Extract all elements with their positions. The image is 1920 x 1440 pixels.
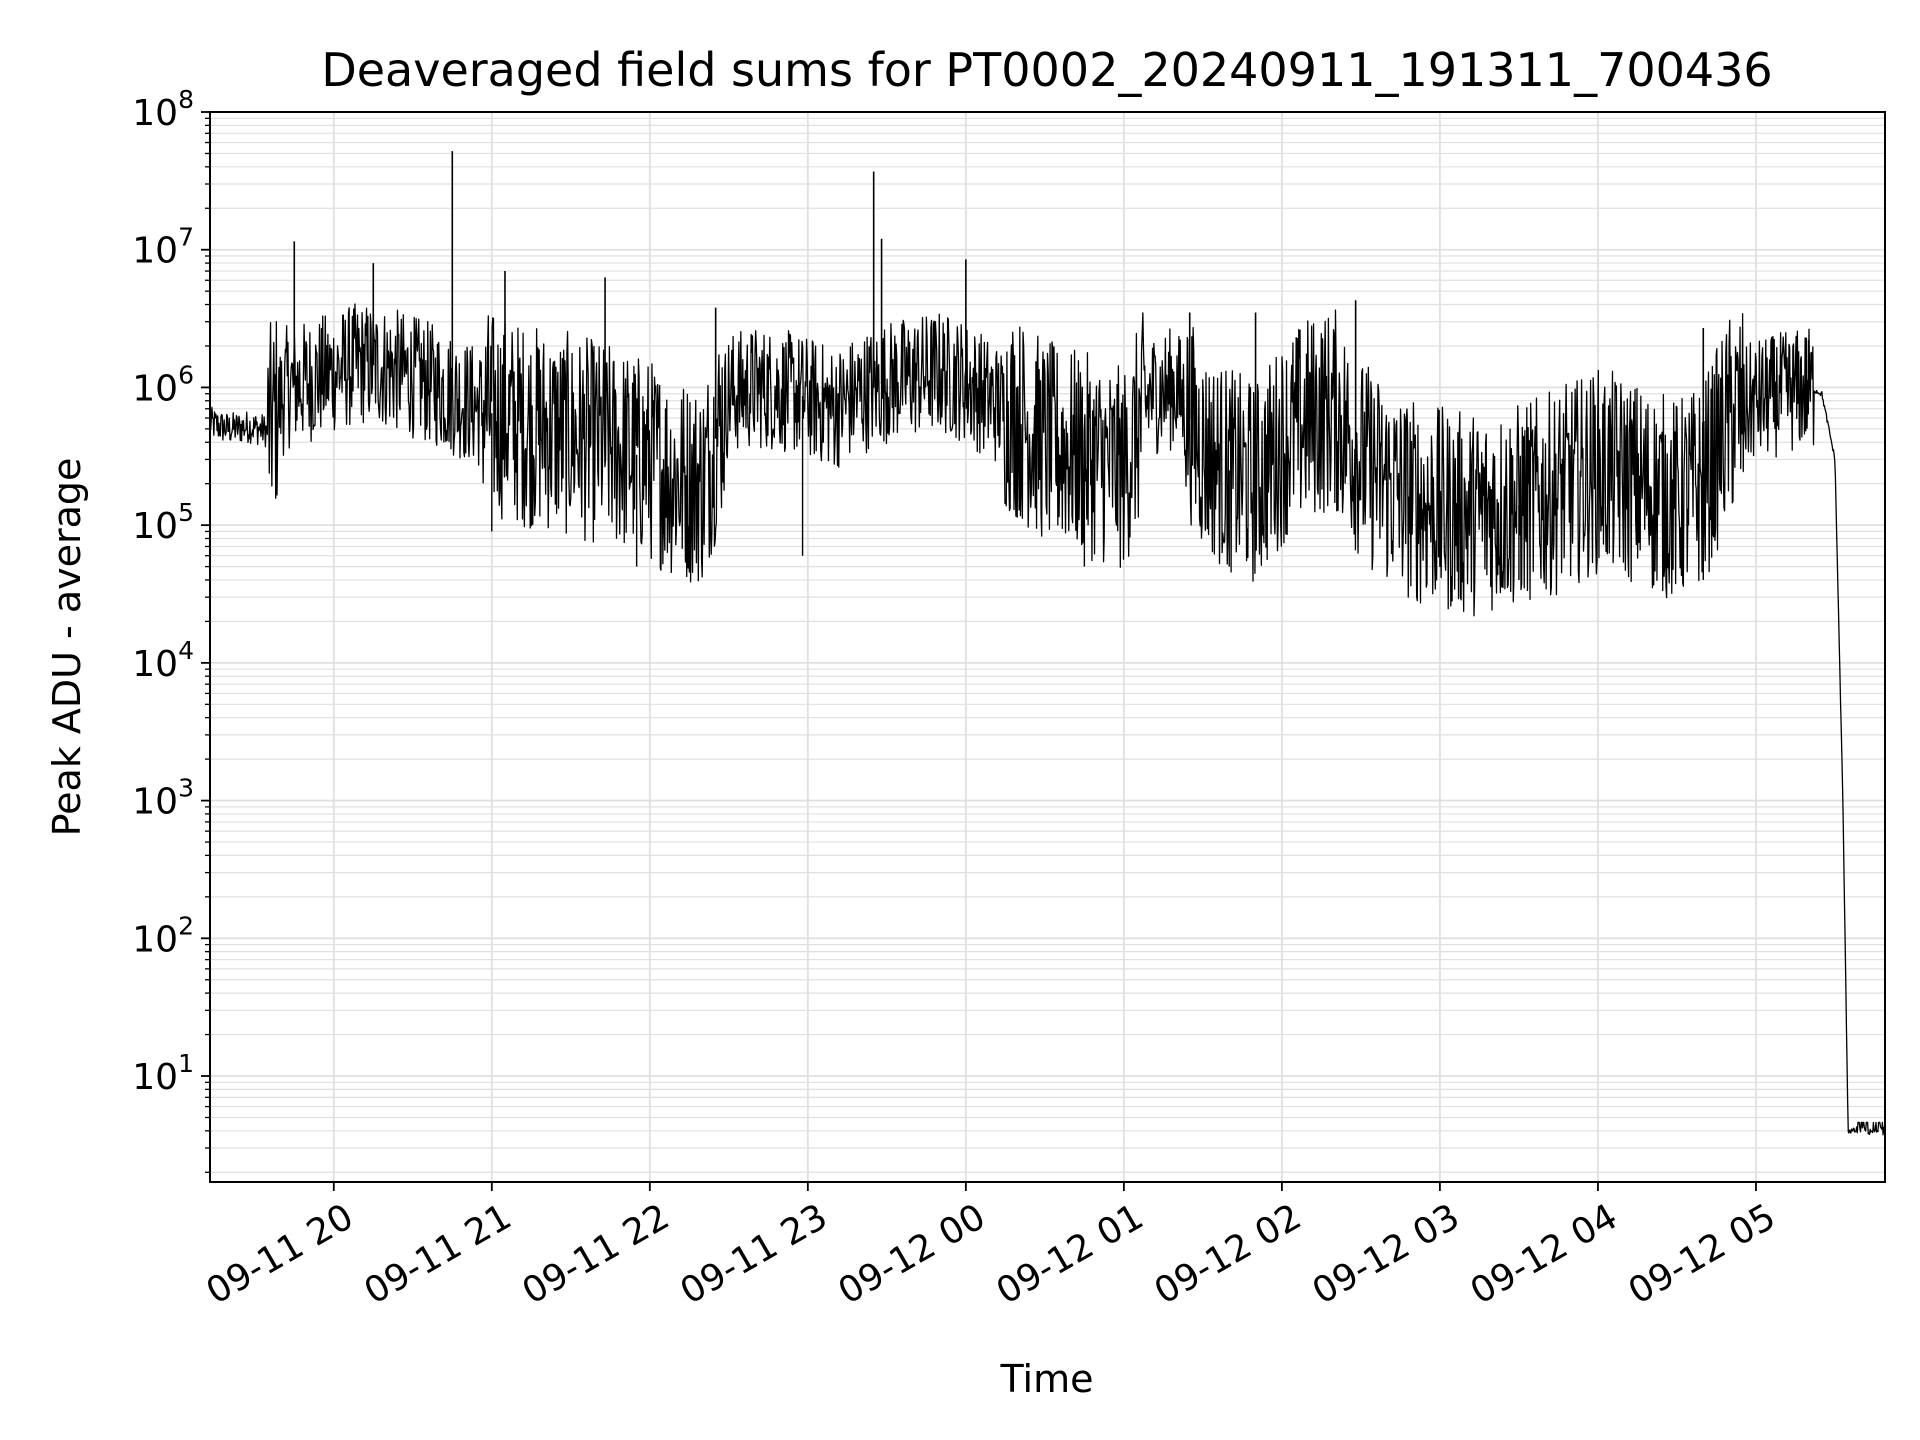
y-tick-label: 101 xyxy=(132,1049,194,1098)
y-tick-label: 102 xyxy=(132,911,194,960)
plot-series xyxy=(209,151,1886,1136)
y-tick-label: 108 xyxy=(132,85,194,134)
y-tick-label: 106 xyxy=(132,360,194,409)
y-tick-label: 105 xyxy=(132,498,194,547)
y-tick-label: 104 xyxy=(132,636,194,685)
y-tick-label: 103 xyxy=(132,774,194,823)
y-axis-label: Peak ADU - average xyxy=(45,458,89,837)
y-tick-labels: 101 102 103 104 105 106 107 108 xyxy=(132,85,194,1098)
data-series-line xyxy=(209,303,1886,1136)
chart-title: Deaveraged field sums for PT0002_2024091… xyxy=(321,43,1772,97)
tick-marks xyxy=(201,111,1757,1191)
x-axis-label: Time xyxy=(1000,1357,1094,1401)
y-tick-label: 107 xyxy=(132,223,194,272)
plot-area-frame xyxy=(209,111,1886,1183)
